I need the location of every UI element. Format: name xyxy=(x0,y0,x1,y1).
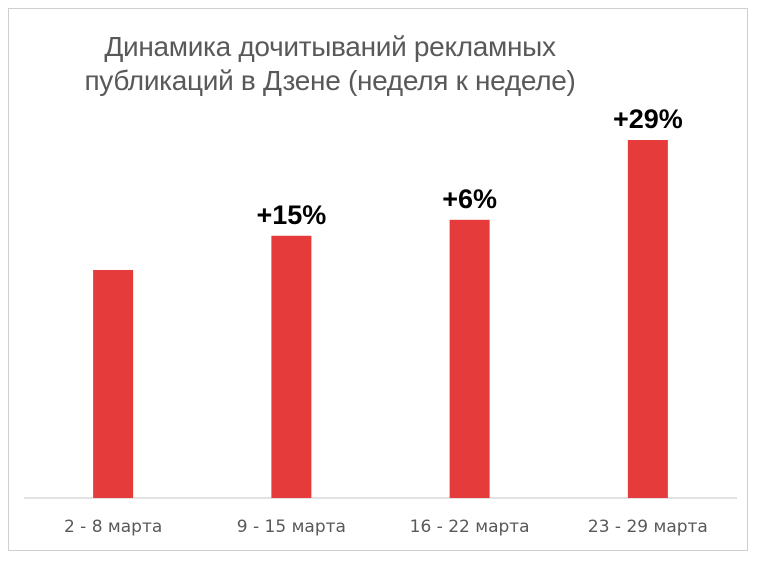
data-label-4: +29% xyxy=(613,104,683,134)
x-tick-label-4: 23 - 29 марта xyxy=(588,517,708,537)
chart-title: Динамика дочитываний рекламных публикаци… xyxy=(84,31,576,96)
x-tick-label-1: 2 - 8 марта xyxy=(64,517,162,537)
data-label-2: +15% xyxy=(256,200,326,230)
x-tick-label-3: 16 - 22 марта xyxy=(410,517,530,537)
bar-4 xyxy=(627,140,668,498)
bar-1 xyxy=(93,269,134,498)
x-tick-label-2: 9 - 15 марта xyxy=(237,517,346,537)
data-label-3: +6% xyxy=(442,184,497,214)
bar-2 xyxy=(271,235,312,499)
bar-3 xyxy=(449,219,490,499)
